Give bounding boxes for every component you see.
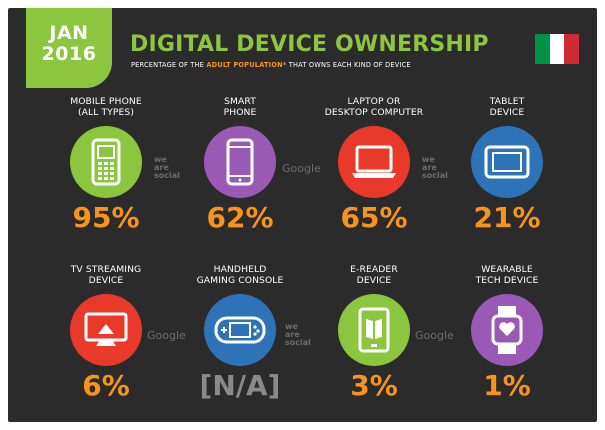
device-circle xyxy=(471,126,543,198)
watermark-line: social xyxy=(285,338,311,347)
device-percentage: 65% xyxy=(340,201,408,234)
page-subtitle: PERCENTAGE OF THE ADULT POPULATION* THAT… xyxy=(131,61,411,69)
device-card-ereader: E-READER DEVICE 3% xyxy=(309,264,439,402)
device-label-line: E-READER xyxy=(350,264,398,275)
device-card-laptop: LAPTOP OR DESKTOP COMPUTER 65% xyxy=(309,96,439,234)
we-are-social-watermark: we are social xyxy=(154,156,180,180)
device-label: LAPTOP OR DESKTOP COMPUTER xyxy=(309,96,439,120)
device-card-smartphone: SMART PHONE 62% xyxy=(175,96,305,234)
device-percentage: 6% xyxy=(82,369,130,402)
device-label-line: TV STREAMING xyxy=(70,264,142,275)
device-percentage: 1% xyxy=(483,369,531,402)
device-label: E-READER DEVICE xyxy=(309,264,439,288)
device-circle xyxy=(471,294,543,366)
watermark-line: are xyxy=(285,330,300,339)
gaming-console-icon xyxy=(214,316,266,344)
device-label-line: DEVICE xyxy=(356,275,392,286)
ereader-icon xyxy=(358,307,390,353)
device-label-line: WEARABLE xyxy=(481,264,533,275)
device-circle xyxy=(70,126,142,198)
device-percentage: 21% xyxy=(473,201,541,234)
page-title: DIGITAL DEVICE OWNERSHIP xyxy=(130,32,489,57)
device-label-line: LAPTOP OR xyxy=(347,96,401,107)
device-circle xyxy=(70,294,142,366)
tablet-icon xyxy=(484,145,530,179)
subtitle-after: THAT OWNS EACH KIND OF DEVICE xyxy=(286,61,411,69)
device-percentage: 62% xyxy=(206,201,274,234)
device-percentage: 95% xyxy=(72,201,140,234)
google-watermark: Google xyxy=(147,329,186,342)
device-percentage: 3% xyxy=(350,369,398,402)
badge-year: 2016 xyxy=(41,43,97,65)
device-card-tv-streaming: TV STREAMING DEVICE 6% xyxy=(41,264,171,402)
device-percentage: [N/A] xyxy=(199,369,281,402)
we-are-social-watermark: we are social xyxy=(285,323,311,347)
device-label-line: DESKTOP COMPUTER xyxy=(324,107,424,118)
device-label-line: TABLET xyxy=(489,96,525,107)
device-card-tablet: TABLET DEVICE 21% xyxy=(442,96,572,234)
wearable-icon xyxy=(491,306,523,354)
device-label-line: SMART xyxy=(224,96,256,107)
smartphone-icon xyxy=(226,138,254,186)
infographic-panel: JAN 2016 DIGITAL DEVICE OWNERSHIP PERCEN… xyxy=(8,8,597,422)
device-card-mobile-phone: MOBILE PHONE (ALL TYPES) 95% xyxy=(41,96,171,234)
mobile-phone-icon xyxy=(91,138,121,186)
device-circle xyxy=(338,294,410,366)
flag-stripe-green xyxy=(535,34,550,64)
device-card-gaming-console: HANDHELD GAMING CONSOLE [N/A] xyxy=(175,264,305,402)
device-circle xyxy=(338,126,410,198)
subtitle-highlight: ADULT POPULATION* xyxy=(206,61,287,69)
badge-month: JAN xyxy=(49,22,89,44)
device-label: SMART PHONE xyxy=(175,96,305,120)
device-label: WEARABLE TECH DEVICE xyxy=(442,264,572,288)
device-label-line: GAMING CONSOLE xyxy=(196,275,284,286)
watermark-line: we xyxy=(422,155,435,164)
device-label-line: DEVICE xyxy=(88,275,124,286)
italy-flag-icon xyxy=(535,34,580,64)
watermark-line: are xyxy=(422,163,437,172)
device-circle xyxy=(204,126,276,198)
device-label-line: TECH DEVICE xyxy=(475,275,539,286)
watermark-line: we xyxy=(154,155,167,164)
device-label-line: HANDHELD xyxy=(213,264,267,275)
device-label-line: (ALL TYPES) xyxy=(77,107,135,118)
device-label: TABLET DEVICE xyxy=(442,96,572,120)
device-circle xyxy=(204,294,276,366)
flag-stripe-red xyxy=(564,34,580,64)
device-label-line: PHONE xyxy=(223,107,257,118)
google-watermark: Google xyxy=(415,329,454,342)
device-label: HANDHELD GAMING CONSOLE xyxy=(175,264,305,288)
flag-stripe-white xyxy=(549,34,565,64)
device-label-line: DEVICE xyxy=(489,107,525,118)
device-label-line: MOBILE PHONE xyxy=(70,96,142,107)
device-label: MOBILE PHONE (ALL TYPES) xyxy=(41,96,171,120)
google-watermark: Google xyxy=(282,162,321,175)
watermark-line: we xyxy=(285,322,298,331)
we-are-social-watermark: we are social xyxy=(422,156,448,180)
watermark-line: are xyxy=(154,163,169,172)
device-label: TV STREAMING DEVICE xyxy=(41,264,171,288)
date-badge: JAN 2016 xyxy=(26,8,112,88)
laptop-icon xyxy=(352,145,396,178)
subtitle-before: PERCENTAGE OF THE xyxy=(131,61,207,69)
watermark-line: social xyxy=(422,171,448,180)
watermark-line: social xyxy=(154,171,180,180)
tv-streaming-icon xyxy=(84,312,128,346)
device-card-wearable: WEARABLE TECH DEVICE 1% xyxy=(442,264,572,402)
